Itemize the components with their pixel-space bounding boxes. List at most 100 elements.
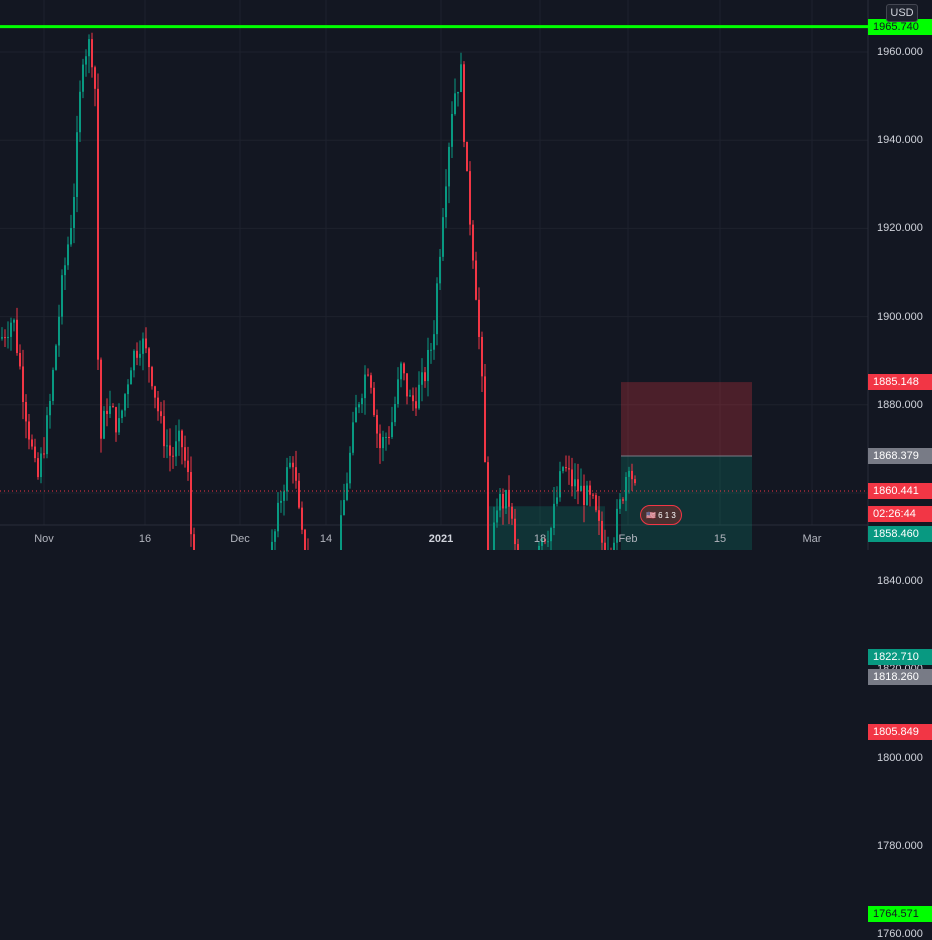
candle-body (106, 410, 108, 414)
candle-body (91, 39, 93, 68)
candle-body (121, 410, 123, 419)
candle-body (187, 460, 189, 473)
candle-body (355, 407, 357, 423)
candle-body (301, 507, 303, 530)
candle-body (88, 39, 90, 57)
price-chart[interactable] (0, 0, 932, 550)
candle-body (433, 334, 435, 350)
candle-body (4, 337, 6, 339)
candle-body (85, 56, 87, 65)
candle-body (397, 379, 399, 405)
candle-body (346, 483, 348, 500)
candle-body (466, 141, 468, 172)
candle-body (7, 336, 9, 339)
candle-body (418, 384, 420, 409)
candle-body (487, 462, 489, 550)
candle-body (193, 534, 195, 550)
candle-body (190, 472, 192, 535)
candle-body (124, 394, 126, 411)
candle-body (373, 387, 375, 416)
candle-body (604, 542, 606, 550)
candle-body (139, 353, 141, 358)
candle-body (145, 338, 147, 349)
candle-body (619, 499, 621, 509)
candle-body (439, 256, 441, 284)
candle-body (577, 479, 579, 492)
candle-body (10, 322, 12, 337)
candle-body (598, 510, 600, 521)
price-axis-label: 1965.740 (868, 18, 932, 35)
candle-body (544, 539, 546, 542)
candle-body (511, 506, 513, 519)
long-position-profit-zone (487, 506, 605, 550)
candle-body (169, 445, 171, 456)
candle-body (178, 430, 180, 442)
candle-body (421, 372, 423, 385)
candle-body (562, 466, 564, 472)
candle-body (166, 445, 168, 447)
candle-body (406, 373, 408, 397)
candle-body (517, 544, 519, 550)
candle-body (127, 384, 129, 395)
candle-body (97, 88, 99, 360)
candle-body (286, 467, 288, 492)
candle-body (361, 398, 363, 405)
price-axis-label: 1868.379 (868, 448, 932, 465)
candle-body (457, 92, 459, 94)
price-tick-label: 1940.000 (877, 134, 923, 147)
candle-body (40, 453, 42, 478)
price-axis-label: 1822.710 (868, 649, 932, 666)
candle-body (379, 433, 381, 449)
time-tick-label: Mar (802, 533, 822, 545)
time-tick-label: 15 (713, 533, 727, 545)
candle-body (475, 260, 477, 300)
candle-body (427, 349, 429, 382)
candle-body (412, 395, 414, 402)
time-tick-label: 2021 (428, 533, 454, 545)
candle-body (565, 466, 567, 469)
candle-body (148, 348, 150, 368)
candle-body (583, 485, 585, 506)
candle-body (64, 265, 66, 276)
candle-body (454, 93, 456, 115)
time-tick-label: 14 (319, 533, 333, 545)
currency-button[interactable]: USD (886, 4, 918, 22)
candle-body (70, 228, 72, 245)
candle-body (19, 353, 21, 367)
price-axis-label: 02:26:44 (868, 505, 932, 522)
short-position-profit-zone (621, 456, 752, 550)
economic-events-badge[interactable]: 🇺🇸 6 1 3 (640, 505, 682, 525)
candle-body (118, 418, 120, 433)
events-count: 6 1 3 (658, 510, 676, 520)
price-axis-label: 1818.260 (868, 669, 932, 686)
price-tick-label: 1900.000 (877, 310, 923, 323)
candle-body (391, 422, 393, 437)
candle-body (400, 363, 402, 380)
candle-body (283, 491, 285, 501)
candle-body (625, 476, 627, 501)
candle-body (403, 363, 405, 374)
candle-body (586, 485, 588, 506)
candle-body (442, 217, 444, 257)
candle-body (160, 411, 162, 417)
candle-body (304, 529, 306, 550)
candle-body (295, 467, 297, 481)
candle-body (616, 508, 618, 543)
time-tick-label: 18 (533, 533, 547, 545)
candle-body (574, 479, 576, 487)
candle-body (73, 196, 75, 229)
candle-body (22, 366, 24, 403)
candle-body (553, 503, 555, 529)
candle-body (172, 455, 174, 457)
candle-body (436, 283, 438, 335)
candle-body (274, 531, 276, 542)
price-tick-label: 1880.000 (877, 398, 923, 411)
price-axis-label: 1858.460 (868, 526, 932, 543)
candle-body (82, 64, 84, 92)
candle-body (628, 470, 630, 477)
candle-body (352, 422, 354, 453)
candle-body (184, 447, 186, 461)
time-tick-label: 16 (138, 533, 152, 545)
candle-body (298, 480, 300, 508)
candle-body (445, 186, 447, 218)
